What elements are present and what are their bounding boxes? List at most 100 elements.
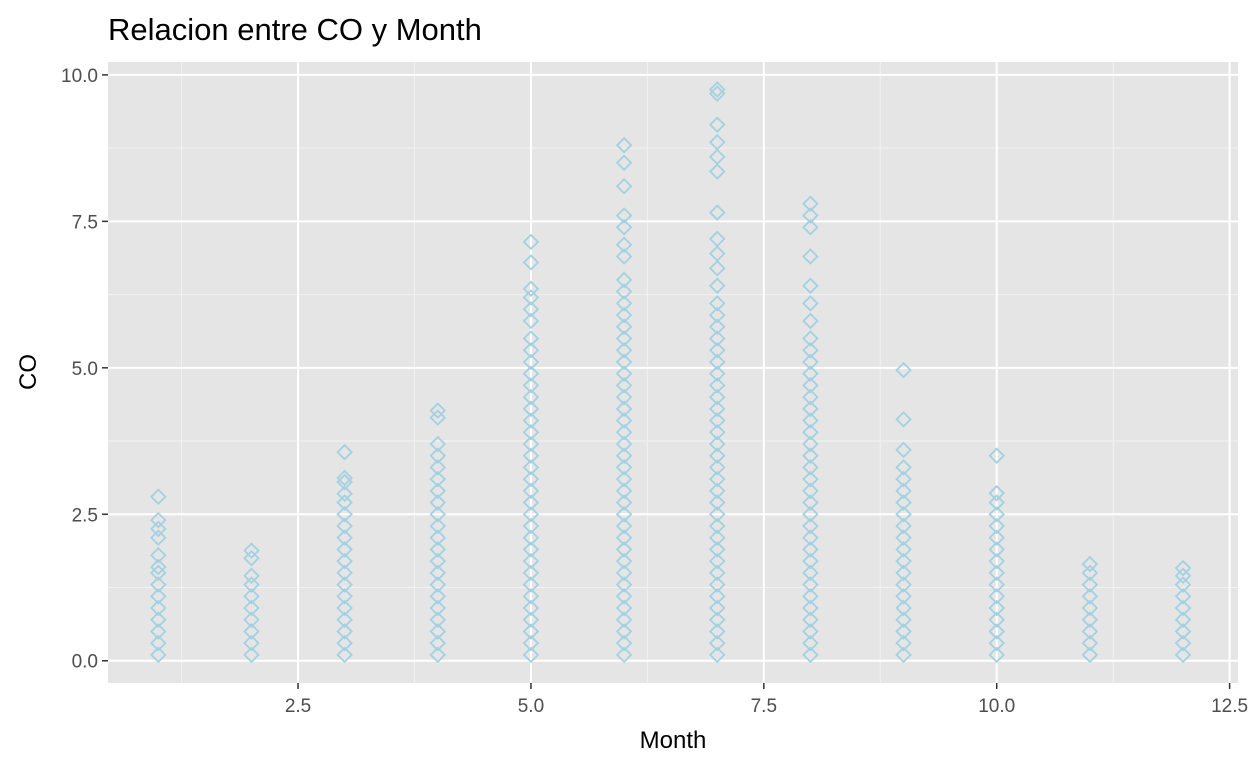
- point: [522, 529, 540, 546]
- point: [895, 470, 912, 488]
- point: [988, 576, 1005, 593]
- point: [802, 459, 819, 476]
- y-tick-label: 10.0: [61, 66, 98, 87]
- point: [522, 254, 540, 271]
- point: [708, 318, 726, 336]
- point: [708, 447, 726, 464]
- point: [988, 529, 1005, 546]
- point: [522, 341, 540, 359]
- point: [615, 541, 633, 558]
- point: [802, 248, 819, 265]
- point: [336, 506, 353, 523]
- y-axis-label: CO: [15, 354, 42, 390]
- point: [802, 295, 819, 312]
- point: [895, 623, 912, 640]
- point: [708, 506, 726, 523]
- point: [802, 207, 819, 224]
- point: [708, 623, 726, 640]
- point: [802, 529, 819, 546]
- point: [336, 494, 353, 511]
- point: [708, 564, 726, 582]
- panel: [108, 62, 1238, 683]
- point: [802, 494, 819, 511]
- point: [522, 365, 540, 382]
- point: [988, 506, 1005, 523]
- point: [615, 271, 633, 289]
- point: [615, 423, 633, 441]
- point: [336, 564, 353, 582]
- point: [615, 341, 633, 359]
- point: [336, 623, 353, 640]
- point: [708, 295, 726, 312]
- point: [895, 646, 912, 664]
- point: [615, 517, 633, 535]
- point: [802, 482, 819, 500]
- point: [708, 482, 726, 500]
- point: [615, 283, 633, 300]
- point: [708, 494, 726, 511]
- point: [522, 576, 540, 593]
- point: [615, 459, 633, 476]
- point: [708, 459, 726, 476]
- point: [708, 611, 726, 629]
- point: [802, 195, 819, 213]
- point: [243, 549, 260, 567]
- point: [708, 116, 726, 133]
- point: [522, 233, 540, 251]
- point: [1081, 588, 1099, 605]
- point: [243, 611, 260, 629]
- point: [895, 411, 912, 428]
- point: [988, 623, 1005, 640]
- point: [429, 599, 447, 617]
- point: [150, 646, 167, 664]
- point: [708, 388, 726, 406]
- point: [522, 330, 540, 347]
- point: [615, 218, 633, 236]
- point: [522, 517, 540, 535]
- point: [708, 435, 726, 453]
- point: [1174, 623, 1192, 640]
- point: [429, 588, 447, 605]
- point: [429, 517, 447, 535]
- point: [336, 634, 353, 652]
- point: [522, 400, 540, 418]
- points: [150, 81, 1192, 664]
- point: [1174, 634, 1192, 652]
- point: [615, 576, 633, 593]
- point: [1081, 564, 1099, 582]
- point: [522, 623, 540, 640]
- y-tick-label: 2.5: [72, 505, 98, 526]
- point: [150, 488, 167, 505]
- point: [615, 529, 633, 546]
- point: [1081, 555, 1099, 573]
- point: [522, 552, 540, 570]
- point: [988, 541, 1005, 558]
- point: [522, 423, 540, 441]
- point: [895, 552, 912, 570]
- point: [988, 484, 1005, 502]
- point: [243, 567, 260, 585]
- point: [336, 529, 353, 546]
- point: [615, 447, 633, 464]
- point: [615, 154, 633, 172]
- point: [708, 423, 726, 441]
- point: [895, 361, 912, 379]
- point: [150, 576, 167, 593]
- point: [708, 552, 726, 570]
- x-axis-label: Month: [640, 727, 707, 754]
- point: [429, 482, 447, 500]
- point: [336, 443, 353, 461]
- point: [1081, 634, 1099, 652]
- point: [522, 447, 540, 464]
- x-tick-label: 10.0: [978, 696, 1015, 717]
- point: [708, 588, 726, 605]
- point: [988, 599, 1005, 617]
- point: [522, 634, 540, 652]
- point: [522, 494, 540, 511]
- point: [1081, 576, 1099, 593]
- point: [429, 494, 447, 511]
- x-tick-label: 7.5: [751, 696, 777, 717]
- point: [615, 306, 633, 324]
- point: [708, 245, 726, 262]
